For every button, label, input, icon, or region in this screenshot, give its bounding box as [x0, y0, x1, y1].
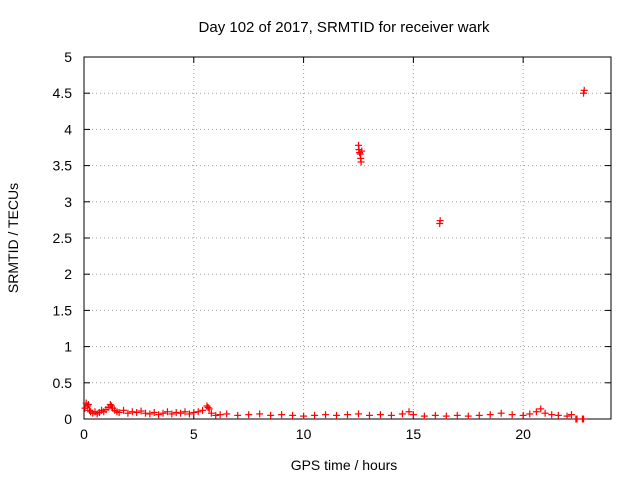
y-tick-label: 3 [64, 194, 72, 210]
data-point [436, 217, 444, 225]
data-point [497, 409, 505, 417]
chart-title: Day 102 of 2017, SRMTID for receiver war… [199, 19, 490, 36]
y-tick-label: 4 [64, 121, 72, 137]
data-point [278, 411, 286, 419]
x-tick-label: 15 [406, 426, 422, 442]
data-point [567, 411, 575, 419]
data-point [442, 412, 450, 420]
data-point [453, 411, 461, 419]
data-point [519, 411, 527, 419]
y-tick-label: 0.5 [53, 375, 73, 391]
data-point [420, 412, 428, 420]
x-tick-label: 0 [80, 426, 88, 442]
data-point [141, 409, 149, 417]
data-point [120, 406, 128, 414]
data-point [177, 409, 185, 417]
data-point [387, 411, 395, 419]
x-axis-ticks: 0 5 10 15 20 [80, 57, 531, 442]
data-point [532, 408, 540, 416]
x-tick-label: 10 [296, 426, 312, 442]
data-point [464, 412, 472, 420]
data-point [168, 410, 176, 418]
data-point [409, 411, 417, 419]
data-point [124, 409, 132, 417]
y-tick-label: 2.5 [53, 230, 73, 246]
data-point [580, 86, 588, 94]
data-point [207, 409, 215, 417]
y-tick-label: 5 [64, 49, 72, 65]
y-tick-label: 2 [64, 266, 72, 282]
data-point [300, 412, 308, 420]
data-point [405, 408, 413, 416]
data-point [137, 407, 145, 415]
data-point [563, 412, 571, 420]
y-tick-label: 4.5 [53, 85, 73, 101]
data-point [194, 408, 202, 416]
data-point [526, 410, 534, 418]
data-point [256, 410, 264, 418]
data-point [344, 411, 351, 419]
data-point [159, 409, 167, 417]
plot-border [83, 56, 612, 420]
data-point [204, 403, 212, 411]
data-point [155, 411, 163, 419]
data-point [245, 411, 253, 419]
y-tick-label: 1.5 [53, 302, 73, 318]
data-point [475, 411, 483, 419]
data-point [554, 411, 562, 419]
data-point [311, 411, 319, 419]
data-point [83, 402, 91, 410]
data-point [289, 411, 297, 419]
data-point [199, 406, 207, 414]
data-point [172, 408, 180, 416]
data-point [357, 158, 365, 166]
data-point [486, 411, 494, 419]
data-point [354, 410, 362, 418]
grid-lines [84, 57, 611, 419]
data-point [205, 405, 213, 413]
data-point [212, 411, 220, 419]
data-point [548, 411, 556, 419]
data-point [216, 411, 224, 419]
data-point [537, 405, 545, 413]
data-point [84, 401, 92, 409]
data-point [185, 410, 193, 418]
y-tick-label: 1 [64, 339, 72, 355]
data-point [106, 401, 114, 409]
data-point [190, 408, 198, 416]
data-point [376, 411, 384, 419]
data-point [333, 411, 341, 419]
y-tick-label: 0 [64, 411, 72, 427]
y-axis-label: SRMTID / TECUs [5, 183, 21, 293]
data-point [150, 408, 158, 416]
data-point [431, 411, 439, 419]
data-points [81, 86, 588, 423]
data-point [398, 410, 406, 418]
data-point [358, 147, 366, 155]
x-tick-label: 5 [190, 426, 198, 442]
plot-frame [83, 56, 612, 420]
data-point [181, 408, 189, 416]
x-axis-label: GPS time / hours [291, 457, 398, 473]
data-point [322, 411, 330, 419]
data-point [234, 411, 242, 419]
data-point [146, 410, 154, 418]
data-point [541, 409, 549, 417]
x-tick-label: 20 [515, 426, 531, 442]
data-point [128, 408, 136, 416]
data-point [508, 411, 516, 419]
y-axis-ticks: 0 0.5 1 1.5 2 2.5 3 3.5 4 4.5 5 [53, 49, 611, 427]
data-point [133, 408, 141, 416]
data-point [365, 411, 373, 419]
data-point [580, 415, 588, 423]
data-point [267, 411, 275, 419]
data-point [163, 408, 171, 416]
y-tick-label: 3.5 [53, 158, 73, 174]
data-point [223, 410, 231, 418]
data-point [115, 408, 123, 416]
